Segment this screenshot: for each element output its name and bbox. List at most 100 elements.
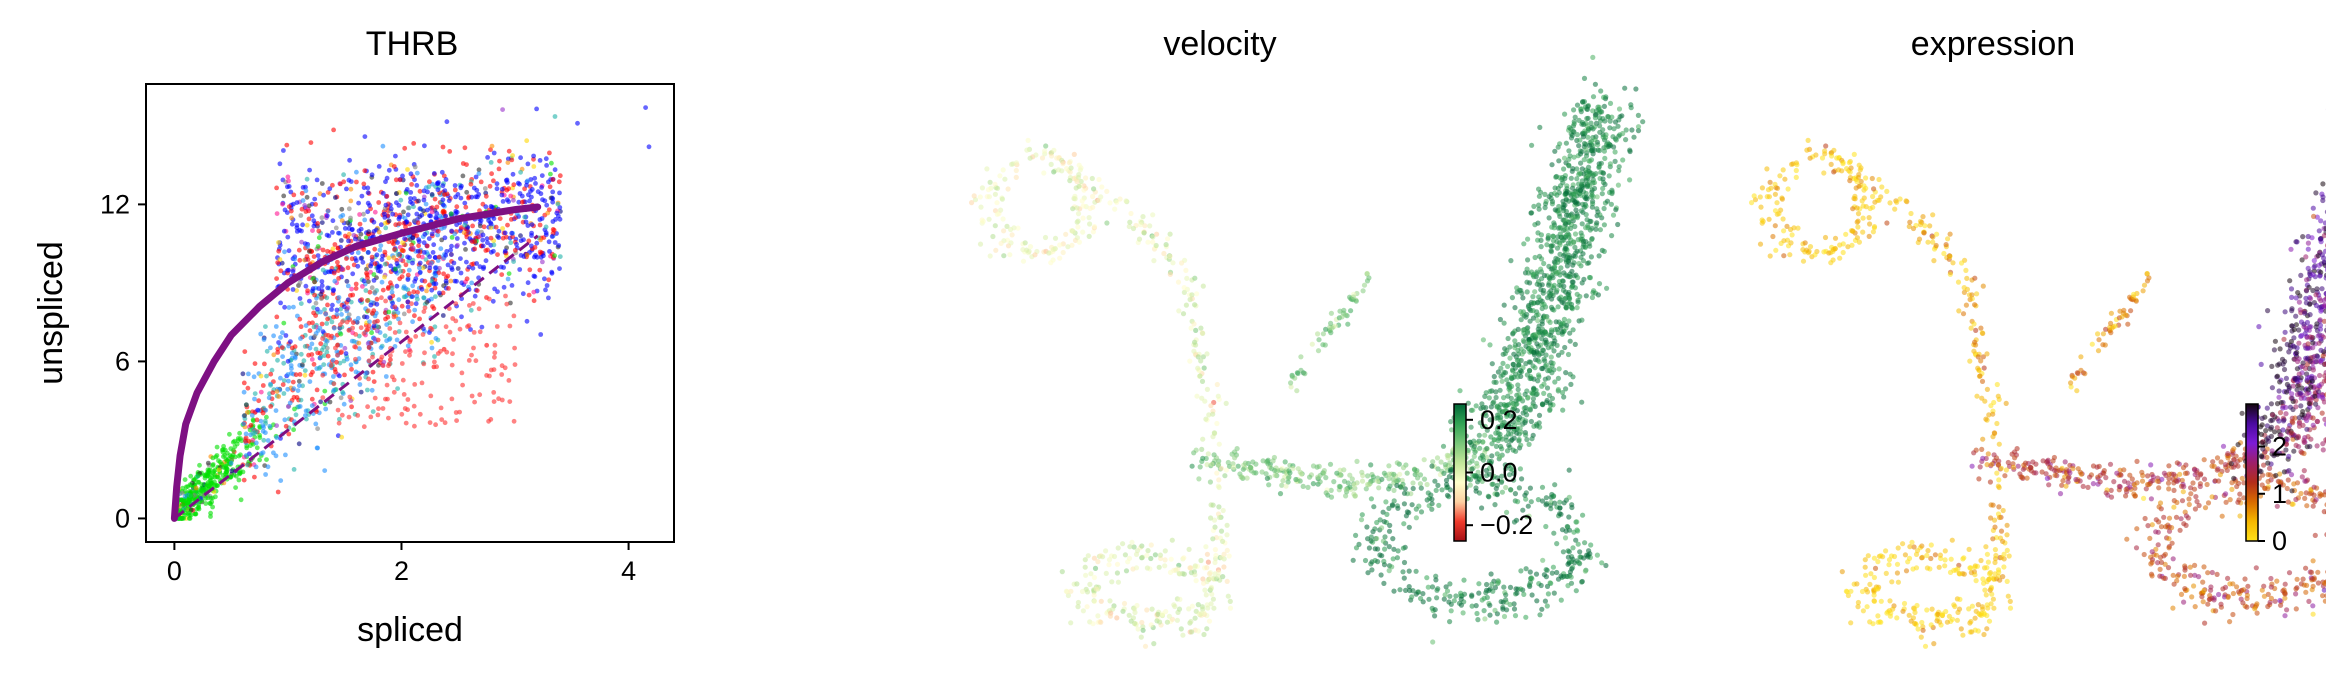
- cell-point: [1823, 235, 1828, 240]
- cell-point: [307, 299, 312, 304]
- cell-point: [1330, 325, 1335, 330]
- cell-point: [187, 499, 192, 504]
- cell-point: [416, 254, 421, 259]
- cell-point: [245, 463, 250, 468]
- cell-point: [246, 439, 251, 444]
- cell-point: [489, 250, 494, 255]
- cell-point: [1565, 263, 1570, 268]
- cell-point: [1226, 460, 1231, 465]
- cell-point: [537, 268, 542, 273]
- cell-point: [1549, 284, 1554, 289]
- cell-point: [1583, 225, 1588, 230]
- cell-point: [318, 292, 323, 297]
- cell-point: [1546, 345, 1551, 350]
- cell-point: [433, 265, 438, 270]
- cell-point: [280, 202, 285, 207]
- cell-point: [1571, 107, 1576, 112]
- cell-point: [1512, 436, 1517, 441]
- cell-point: [508, 194, 513, 199]
- cell-point: [1484, 390, 1489, 395]
- cell-point: [988, 253, 993, 258]
- cell-point: [1381, 581, 1386, 586]
- cell-point: [1534, 341, 1539, 346]
- cell-point: [1524, 412, 1529, 417]
- cell-point: [1758, 242, 1763, 247]
- cell-point: [1578, 193, 1583, 198]
- cell-point: [499, 272, 504, 277]
- cell-point: [1375, 546, 1380, 551]
- cell-point: [1561, 279, 1566, 284]
- cell-point: [1200, 456, 1205, 461]
- cell-point: [1552, 338, 1557, 343]
- cell-point: [1597, 281, 1602, 286]
- cell-point: [1839, 168, 1844, 173]
- cell-point: [1350, 476, 1355, 481]
- cell-point: [372, 337, 377, 342]
- cell-point: [422, 250, 427, 255]
- cell-point: [1187, 359, 1192, 364]
- cell-point: [1080, 589, 1085, 594]
- cell-point: [418, 261, 423, 266]
- cell-point: [489, 160, 494, 165]
- cell-point: [510, 153, 515, 158]
- cell-point: [422, 350, 427, 355]
- cell-point: [298, 280, 303, 285]
- cell-point: [1574, 588, 1579, 593]
- cell-point: [1855, 224, 1860, 229]
- cell-point: [1189, 570, 1194, 575]
- cell-point: [1217, 515, 1222, 520]
- cell-point: [1167, 254, 1172, 259]
- cell-point: [1169, 557, 1174, 562]
- cell-point: [1552, 591, 1557, 596]
- cell-point: [481, 266, 486, 271]
- cell-point: [1379, 553, 1384, 558]
- cell-point: [1401, 521, 1406, 526]
- cell-point: [483, 248, 488, 253]
- cell-point: [1433, 607, 1438, 612]
- cell-point: [1590, 146, 1595, 151]
- cell-point: [1459, 603, 1464, 608]
- cell-point: [450, 397, 455, 402]
- cell-point: [1341, 467, 1346, 472]
- cell-point: [1139, 620, 1144, 625]
- cell-point: [179, 497, 184, 502]
- cell-point: [340, 319, 345, 324]
- cell-point: [344, 351, 349, 356]
- cell-point: [229, 461, 234, 466]
- cell-point: [438, 349, 443, 354]
- cell-point: [388, 353, 393, 358]
- cell-point: [460, 371, 465, 376]
- cell-point: [297, 317, 302, 322]
- cell-point: [1980, 437, 1985, 442]
- cell-point: [350, 339, 355, 344]
- cell-point: [434, 281, 439, 286]
- cell-point: [1188, 565, 1193, 570]
- cell-point: [1352, 493, 1357, 498]
- cell-point: [1773, 248, 1778, 253]
- cell-point: [1298, 368, 1303, 373]
- cell-point: [1504, 377, 1509, 382]
- cell-point: [366, 377, 371, 382]
- cell-point: [512, 346, 517, 351]
- cell-point: [1576, 261, 1581, 266]
- cell-point: [376, 268, 381, 273]
- cell-point: [218, 460, 223, 465]
- cell-point: [385, 383, 390, 388]
- cell-point: [441, 313, 446, 318]
- cell-point: [444, 249, 449, 254]
- cell-point: [310, 213, 315, 218]
- cell-point: [325, 286, 330, 291]
- cell-point: [1391, 589, 1396, 594]
- cell-point: [1104, 189, 1109, 194]
- cell-point: [1430, 639, 1435, 644]
- cell-point: [274, 315, 279, 320]
- cell-point: [231, 448, 236, 453]
- cell-point: [1482, 616, 1487, 621]
- cell-point: [480, 325, 485, 330]
- cell-point: [1286, 468, 1291, 473]
- cell-point: [1204, 351, 1209, 356]
- cell-point: [1186, 606, 1191, 611]
- cell-point: [1557, 283, 1562, 288]
- cell-point: [1563, 386, 1568, 391]
- cell-point: [1579, 400, 1584, 405]
